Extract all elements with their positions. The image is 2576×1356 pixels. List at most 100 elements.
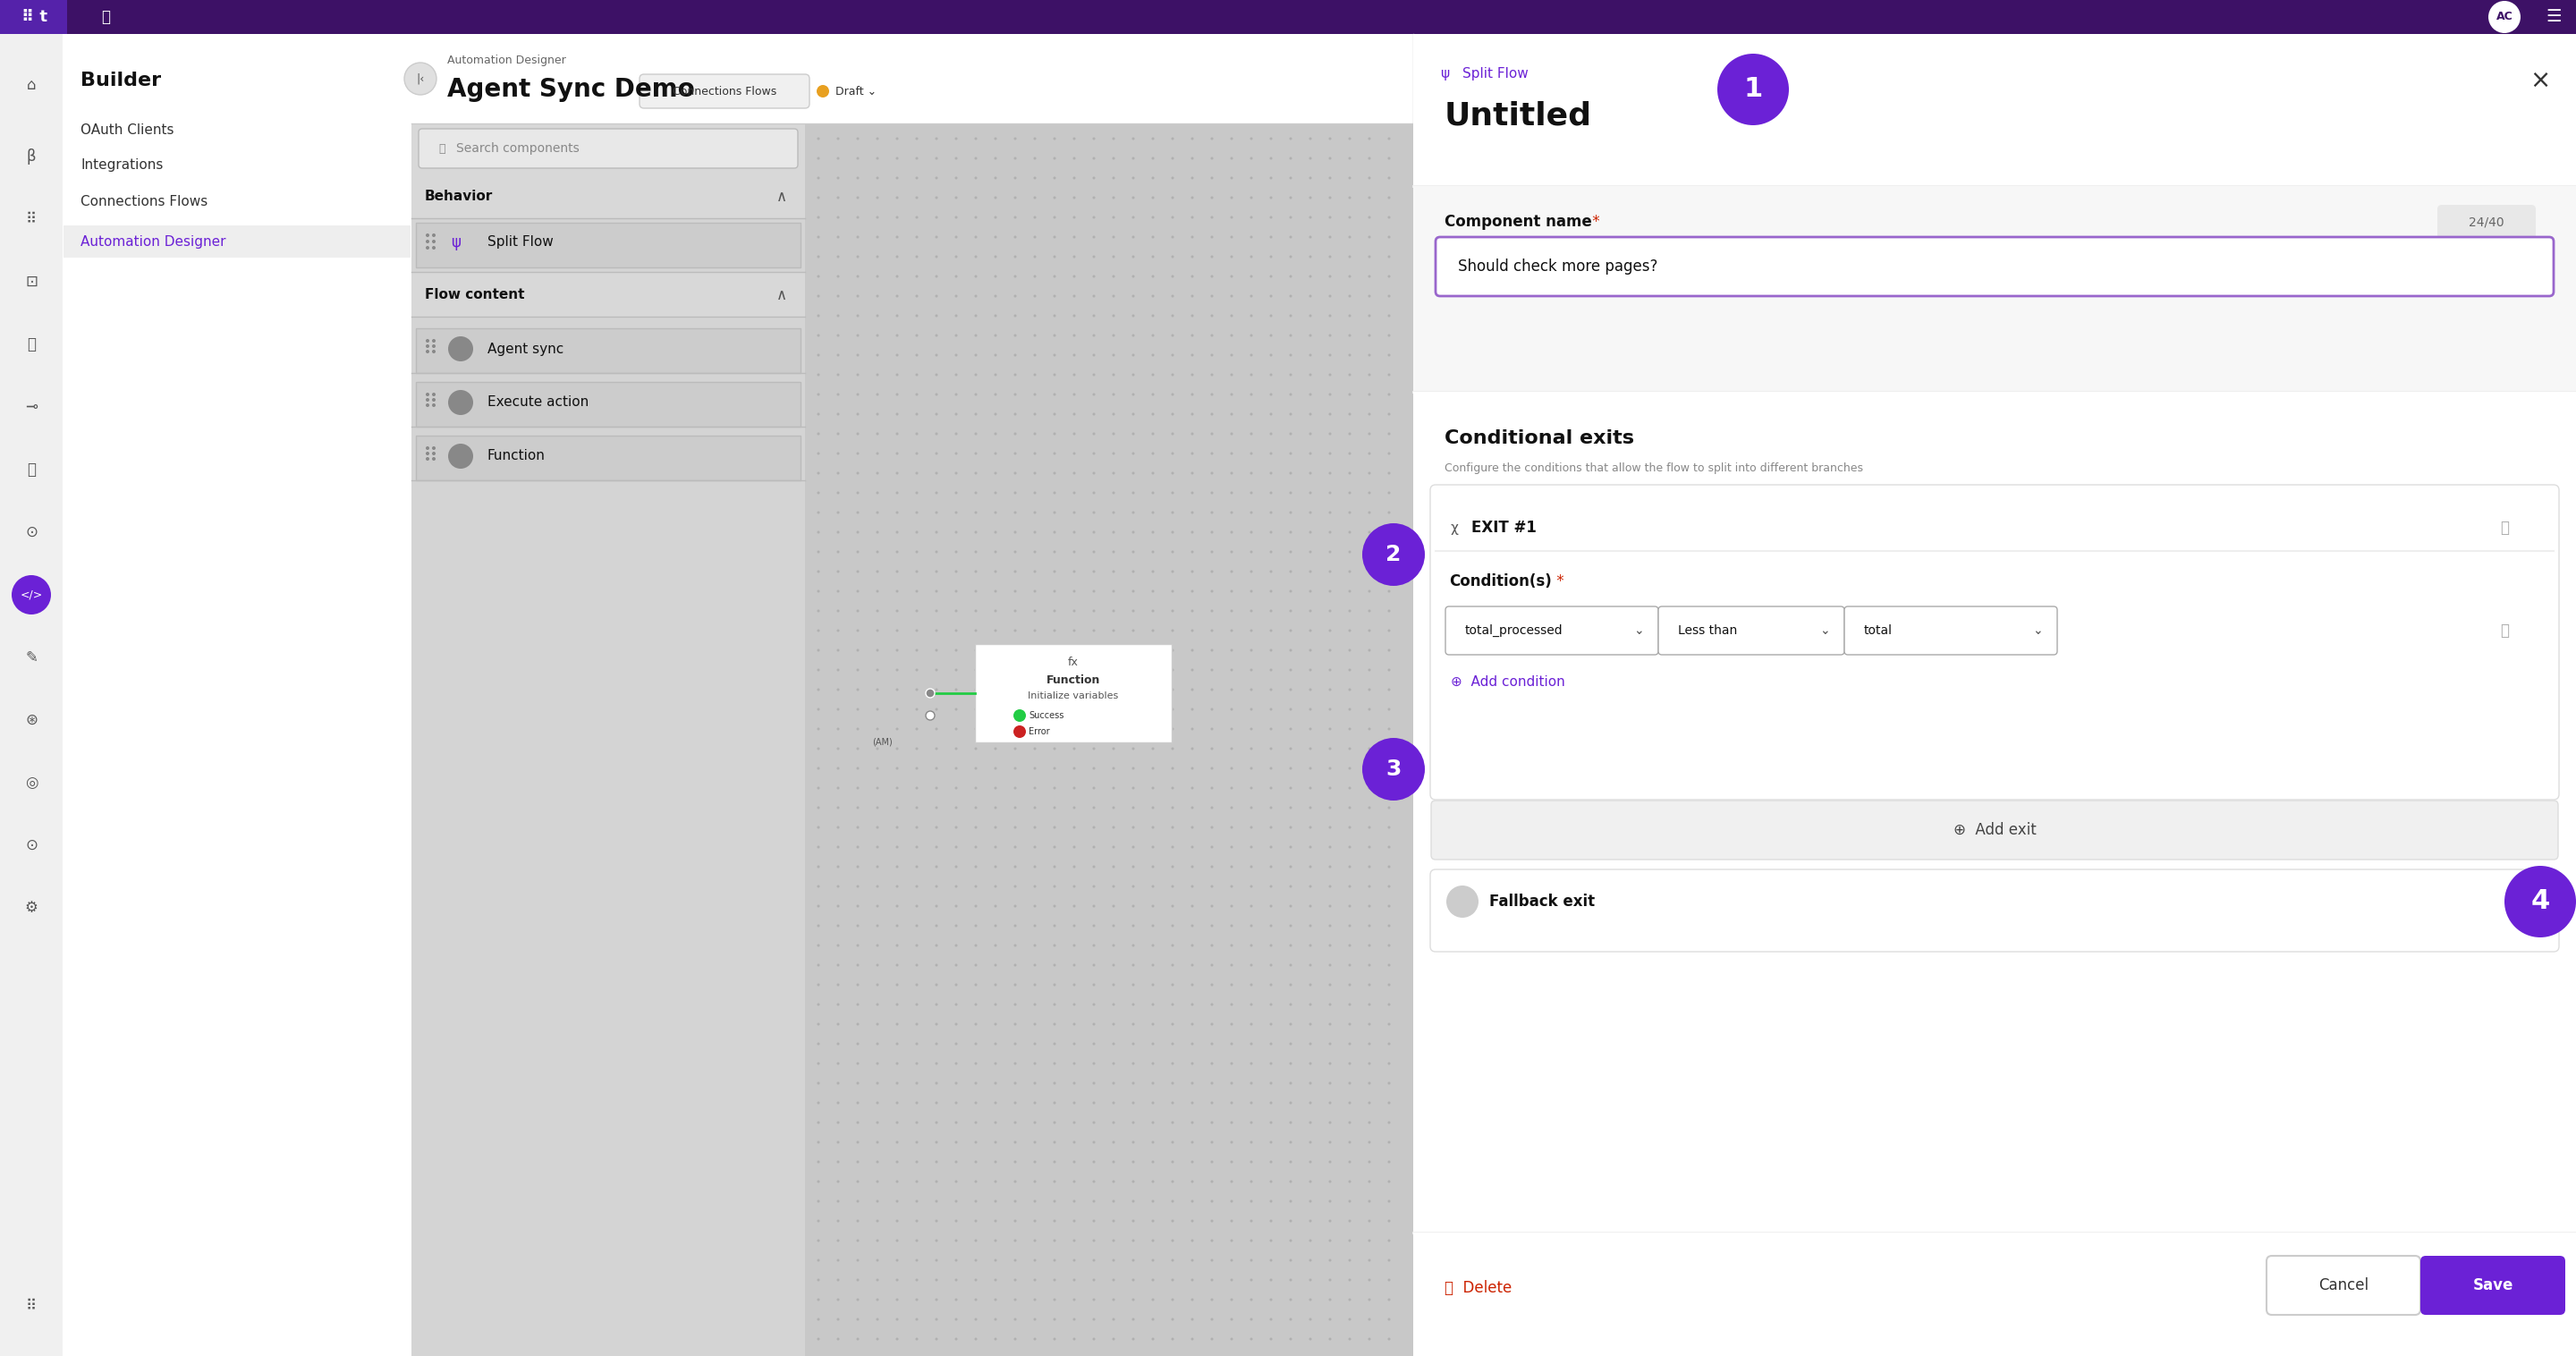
Circle shape [994,865,997,868]
Circle shape [855,728,860,731]
Circle shape [1211,1062,1213,1064]
Circle shape [1329,1082,1332,1085]
Circle shape [876,472,878,475]
Circle shape [1329,197,1332,199]
Circle shape [1172,747,1175,750]
Circle shape [1388,669,1391,671]
Circle shape [1151,944,1154,946]
Circle shape [1329,1180,1332,1182]
Circle shape [1347,216,1350,218]
Circle shape [1249,747,1252,750]
Circle shape [914,1337,917,1340]
Circle shape [1270,610,1273,613]
Circle shape [896,650,899,652]
Circle shape [876,1062,878,1064]
Text: Automation Designer: Automation Designer [80,235,227,248]
Circle shape [1309,1337,1311,1340]
Circle shape [1113,157,1115,160]
Circle shape [1231,294,1234,297]
Circle shape [956,807,958,810]
Circle shape [837,1318,840,1321]
Circle shape [1190,944,1193,946]
Circle shape [1190,373,1193,376]
Circle shape [1172,216,1175,218]
Circle shape [935,610,938,613]
Circle shape [1092,275,1095,278]
Circle shape [1054,1022,1056,1025]
Circle shape [1270,964,1273,967]
Circle shape [1151,137,1154,140]
Circle shape [1015,472,1018,475]
Circle shape [1270,236,1273,239]
Circle shape [1092,1298,1095,1300]
Circle shape [956,904,958,907]
Circle shape [837,255,840,258]
Circle shape [1309,393,1311,396]
Bar [1414,34,2576,1356]
Circle shape [1072,176,1077,179]
Circle shape [1368,1003,1370,1006]
Circle shape [1072,728,1077,731]
Circle shape [1033,807,1036,810]
Circle shape [837,807,840,810]
Circle shape [1172,412,1175,415]
Circle shape [1151,1180,1154,1182]
Circle shape [956,236,958,239]
Circle shape [1131,826,1133,829]
Circle shape [896,865,899,868]
Circle shape [837,1279,840,1281]
Circle shape [896,354,899,357]
Circle shape [974,846,976,849]
Circle shape [1309,1003,1311,1006]
Circle shape [1368,846,1370,849]
Circle shape [1388,176,1391,179]
Circle shape [1347,1003,1350,1006]
Circle shape [1249,689,1252,692]
Circle shape [1270,1337,1273,1340]
Circle shape [994,1022,997,1025]
Circle shape [1211,1101,1213,1104]
Circle shape [896,373,899,376]
Circle shape [956,1062,958,1064]
Circle shape [876,925,878,928]
Circle shape [855,885,860,888]
Circle shape [1054,216,1056,218]
Circle shape [1231,315,1234,317]
Circle shape [1172,1318,1175,1321]
Circle shape [1151,1298,1154,1300]
Circle shape [1054,610,1056,613]
Circle shape [935,373,938,376]
Circle shape [837,629,840,632]
Circle shape [1231,571,1234,572]
Circle shape [1211,826,1213,829]
Circle shape [1329,610,1332,613]
Circle shape [1329,255,1332,258]
Circle shape [433,399,435,401]
Circle shape [1347,964,1350,967]
Circle shape [935,1161,938,1163]
Circle shape [855,334,860,336]
Circle shape [1015,629,1018,632]
Circle shape [837,826,840,829]
Circle shape [433,344,435,348]
Circle shape [1113,925,1115,928]
Circle shape [855,511,860,514]
Circle shape [1113,571,1115,572]
Circle shape [1072,452,1077,454]
Circle shape [1368,1298,1370,1300]
Circle shape [1388,412,1391,415]
Circle shape [1270,925,1273,928]
Circle shape [1151,472,1154,475]
Circle shape [1033,1337,1036,1340]
Circle shape [956,1043,958,1045]
Circle shape [1190,255,1193,258]
Circle shape [1172,334,1175,336]
Circle shape [935,433,938,435]
Circle shape [1113,373,1115,376]
Circle shape [1211,669,1213,671]
Circle shape [1131,1258,1133,1261]
Circle shape [1054,137,1056,140]
Circle shape [1291,1003,1293,1006]
Circle shape [1270,354,1273,357]
Circle shape [1190,728,1193,731]
